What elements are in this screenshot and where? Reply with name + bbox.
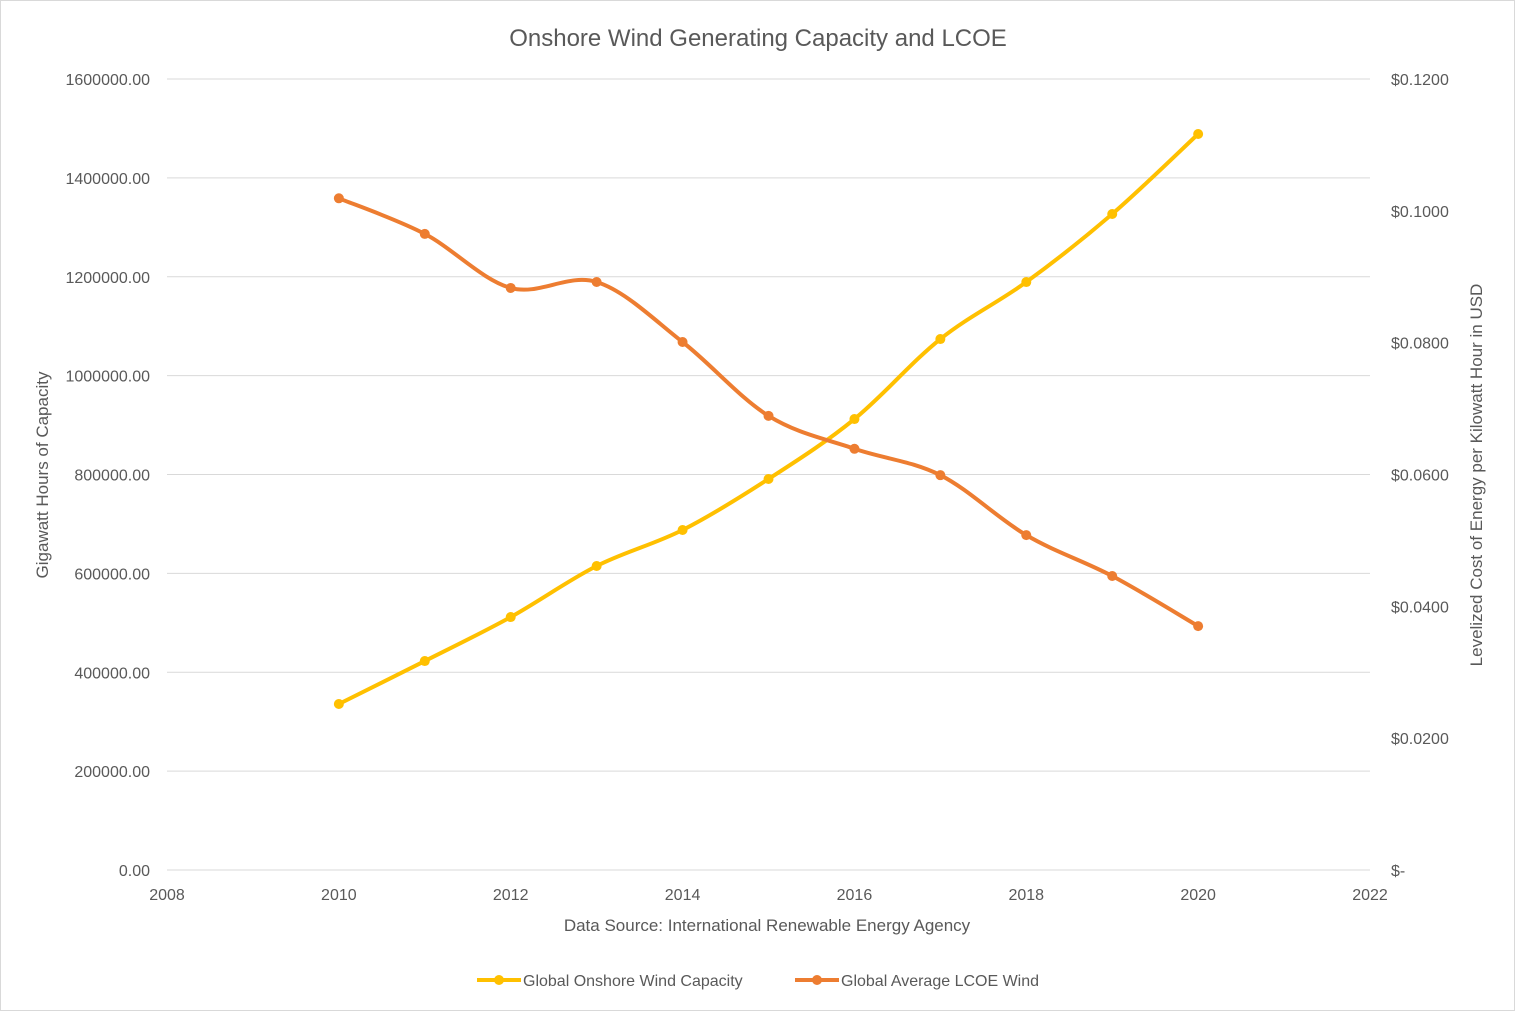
data-point	[763, 410, 774, 421]
y-tick-label: 800000.00	[74, 468, 150, 485]
y2-tick-label: $0.0400	[1391, 599, 1449, 616]
y-tick-label: 400000.00	[74, 665, 150, 682]
legend-label: Global Onshore Wind Capacity	[523, 973, 743, 990]
data-point	[1193, 129, 1204, 140]
y2-tick-label: $0.1000	[1391, 204, 1449, 221]
y-axis-label: Gigawatt Hours of Capacity	[33, 371, 52, 578]
data-point	[763, 473, 774, 484]
data-point	[591, 561, 602, 572]
data-point	[677, 337, 688, 348]
x-tick-label: 2022	[1352, 887, 1388, 904]
x-tick-label: 2014	[665, 887, 701, 904]
x-axis-label: Data Source: International Renewable Ene…	[564, 916, 971, 935]
data-point	[1193, 621, 1204, 632]
data-point	[849, 414, 860, 425]
legend-label: Global Average LCOE Wind	[841, 973, 1039, 990]
data-point	[1107, 571, 1118, 582]
data-point	[419, 656, 430, 667]
y-tick-label: 1400000.00	[65, 171, 150, 188]
legend: Global Onshore Wind Capacity Global Avera…	[477, 973, 1039, 990]
x-tick-label: 2016	[837, 887, 873, 904]
legend-marker	[812, 975, 822, 985]
data-point	[849, 443, 860, 454]
x-tick-label: 2012	[493, 887, 529, 904]
y-tick-label: 0.00	[119, 863, 150, 880]
x-tick-label: 2018	[1008, 887, 1044, 904]
data-point	[935, 470, 946, 481]
data-point	[1107, 209, 1118, 220]
legend-marker	[494, 975, 504, 985]
data-point	[1021, 530, 1032, 541]
data-point	[935, 334, 946, 345]
y2-tick-label: $0.0200	[1391, 731, 1449, 748]
data-point	[333, 698, 344, 709]
y2-axis-label: Levelized Cost of Energy per Kilowatt Ho…	[1467, 284, 1486, 667]
data-point	[333, 193, 344, 204]
tick-labels: 0.00 200000.00 400000.00 600000.00 800000.00…	[65, 72, 1448, 904]
x-tick-label: 2008	[149, 887, 185, 904]
y-tick-label: 1200000.00	[65, 270, 150, 287]
y-tick-label: 1000000.00	[65, 369, 150, 386]
x-tick-label: 2020	[1180, 887, 1216, 904]
y-tick-label: 600000.00	[74, 566, 150, 583]
series-group	[333, 129, 1204, 709]
chart-title: Onshore Wind Generating Capacity and LCO…	[509, 25, 1007, 52]
y-tick-label: 200000.00	[74, 764, 150, 781]
data-point	[505, 612, 516, 623]
data-point	[505, 282, 516, 293]
data-point	[591, 277, 602, 288]
y-tick-label: 1600000.00	[65, 72, 150, 89]
y2-tick-label: $0.0800	[1391, 336, 1449, 353]
x-tick-label: 2010	[321, 887, 357, 904]
y2-tick-label: $-	[1391, 863, 1405, 880]
data-point	[677, 525, 688, 536]
data-point	[1021, 277, 1032, 288]
y2-tick-label: $0.0600	[1391, 468, 1449, 485]
data-point	[419, 228, 430, 239]
y2-tick-label: $0.1200	[1391, 72, 1449, 89]
